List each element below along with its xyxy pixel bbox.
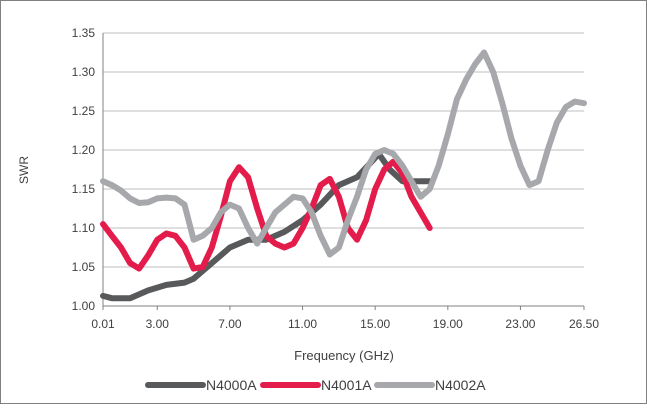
x-tick-labels: 0.01 3.00 7.00 11.00 15.00 19.00 23.00 26.50 [91, 317, 599, 331]
x-tick-label: 11.00 [288, 317, 317, 331]
y-tick-label: 1.15 [72, 182, 96, 196]
legend-label: N4000A [206, 377, 257, 393]
x-tick-label: 26.50 [569, 317, 599, 331]
x-tick-label: 15.00 [360, 317, 390, 331]
legend: N4000A N4001A N4002A [145, 377, 486, 393]
series-lines [100, 49, 587, 302]
y-tick-label: 1.30 [72, 65, 96, 79]
y-tick-label: 1.00 [72, 299, 96, 313]
x-tick-label: 23.00 [505, 317, 535, 331]
y-axis-label: SWR [17, 156, 31, 184]
x-axis-label: Frequency (GHz) [294, 348, 394, 363]
y-tick-label: 1.35 [72, 26, 96, 40]
y-tick-label: 1.05 [72, 260, 96, 274]
x-tick-label: 7.00 [218, 317, 242, 331]
y-tick-labels: 1.00 1.05 1.10 1.15 1.20 1.25 1.30 1.35 [72, 26, 96, 313]
series-line-n4002a [100, 49, 587, 258]
y-tick-label: 1.25 [72, 104, 96, 118]
y-tick-label: 1.10 [72, 221, 96, 235]
legend-label: N4002A [435, 377, 486, 393]
legend-label: N4001A [321, 377, 372, 393]
x-tick-label: 3.00 [146, 317, 170, 331]
x-tick-label: 0.01 [91, 317, 115, 331]
y-tick-label: 1.20 [72, 143, 96, 157]
series-line-n4000a [100, 150, 433, 302]
x-tick-label: 19.00 [433, 317, 463, 331]
axes [102, 33, 585, 310]
series-line-n4001a [100, 158, 433, 272]
